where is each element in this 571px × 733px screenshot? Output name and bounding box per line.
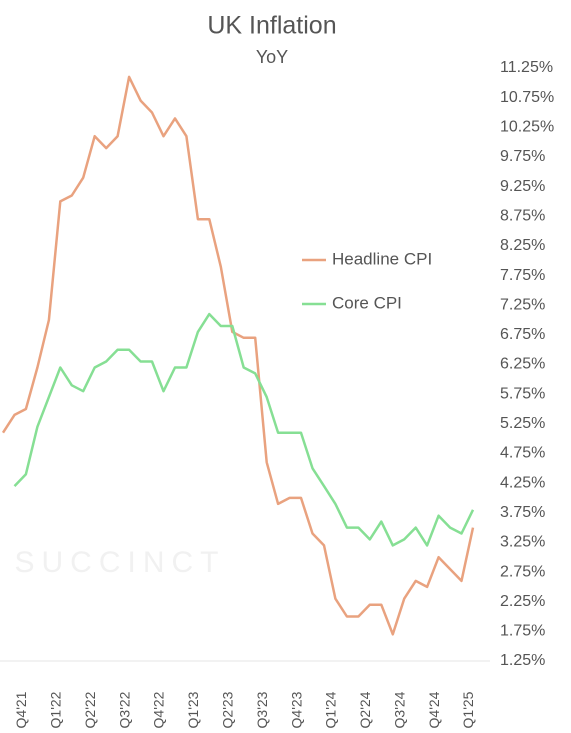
- y-tick-label: 7.25%: [500, 296, 545, 313]
- y-tick-label: 7.75%: [500, 267, 545, 284]
- x-tick-label: Q1'24: [323, 691, 339, 728]
- y-tick-label: 3.75%: [500, 504, 545, 521]
- x-tick-label: Q1'23: [185, 691, 201, 728]
- watermark: SUCCINCT: [15, 546, 226, 579]
- y-tick-label: 5.25%: [500, 415, 545, 432]
- y-tick-label: 6.75%: [500, 326, 545, 343]
- y-tick-label: 3.25%: [500, 534, 545, 551]
- y-tick-label: 6.25%: [500, 356, 545, 373]
- y-tick-label: 10.25%: [500, 119, 554, 136]
- y-tick-label: 2.75%: [500, 563, 545, 580]
- y-tick-label: 5.75%: [500, 385, 545, 402]
- y-tick-label: 1.25%: [500, 652, 545, 669]
- y-tick-label: 4.75%: [500, 445, 545, 462]
- y-tick-label: 1.75%: [500, 623, 545, 640]
- x-tick-label: Q1'25: [460, 691, 476, 728]
- series-line: [1, 75, 475, 636]
- x-tick-label: Q3'23: [254, 691, 270, 728]
- x-tick-label: Q2'23: [220, 691, 236, 728]
- legend-label: Core CPI: [332, 293, 402, 312]
- y-tick-label: 4.25%: [500, 474, 545, 491]
- y-tick-label: 10.75%: [500, 89, 554, 106]
- legend-label: Headline CPI: [332, 249, 432, 268]
- chart-title: UK Inflation: [207, 12, 336, 40]
- y-tick-label: 8.75%: [500, 207, 545, 224]
- y-tick-label: 9.25%: [500, 178, 545, 195]
- y-tick-label: 11.25%: [500, 59, 553, 76]
- y-tick-label: 9.75%: [500, 148, 545, 165]
- x-tick-label: Q2'22: [82, 691, 98, 728]
- y-tick-label: 2.25%: [500, 593, 545, 610]
- x-tick-label: Q1'22: [48, 691, 64, 728]
- y-tick-label: 8.25%: [500, 237, 545, 254]
- series-line: [13, 312, 475, 547]
- x-tick-label: Q3'22: [116, 691, 132, 728]
- x-tick-label: Q4'22: [151, 691, 167, 728]
- chart-subtitle: YoY: [256, 47, 288, 67]
- x-tick-label: Q2'24: [357, 691, 373, 728]
- x-tick-label: Q4'23: [288, 691, 304, 728]
- x-tick-label: Q3'24: [391, 691, 407, 728]
- x-tick-label: Q4'24: [426, 691, 442, 728]
- x-tick-label: Q4'21: [13, 691, 29, 728]
